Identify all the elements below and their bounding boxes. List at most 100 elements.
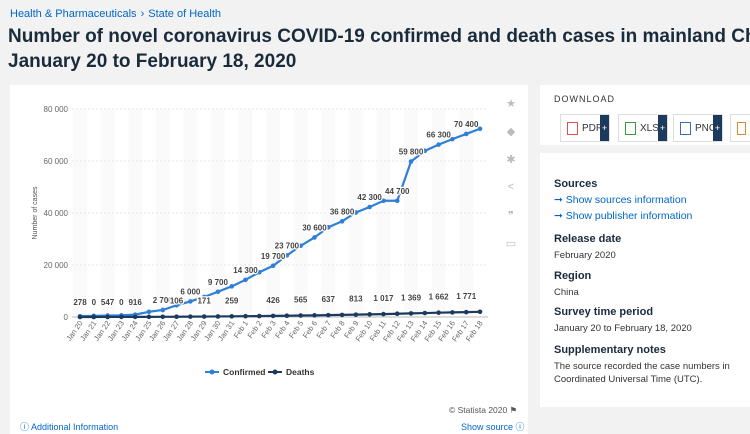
breadcrumb-item-state[interactable]: State of Health: [148, 8, 222, 20]
data-point-deaths: [146, 314, 152, 320]
data-point-confirmed: [353, 210, 359, 215]
show-publisher-link[interactable]: ➞ Show publisher information: [554, 210, 692, 222]
info-icon: ⓘ: [515, 422, 525, 432]
share-icon[interactable]: <: [500, 176, 522, 198]
additional-information-label: Additional Information: [31, 422, 119, 432]
data-point-deaths: [284, 313, 290, 319]
xls-label: XLS: [640, 122, 659, 134]
download-ppt-button[interactable]: [730, 114, 750, 142]
print-icon[interactable]: ▭: [500, 232, 522, 254]
data-point-confirmed: [174, 303, 179, 308]
data-label: 1 662: [429, 293, 450, 302]
data-point-confirmed: [477, 126, 483, 132]
data-point-deaths: [243, 313, 248, 319]
info-icon: ⓘ: [20, 422, 30, 432]
data-point-deaths: [394, 311, 400, 317]
data-point-deaths: [463, 309, 469, 315]
show-source-link[interactable]: Show source ⓘ: [461, 420, 525, 433]
additional-information-link[interactable]: ⓘ Additional Information: [20, 420, 118, 433]
copyright-text: © Statista 2020: [449, 405, 508, 415]
quote-icon[interactable]: ❞: [500, 204, 522, 226]
data-label: 14 300: [233, 266, 258, 275]
show-source-label: Show source: [461, 422, 514, 432]
data-point-deaths: [408, 311, 414, 316]
data-label: 547: [101, 298, 115, 307]
gear-icon[interactable]: ✱: [500, 148, 522, 170]
plus-icon: +: [658, 115, 667, 141]
legend-marker-confirmed: [209, 369, 215, 375]
arrow-right-icon: ➞: [554, 210, 563, 222]
data-point-deaths: [367, 312, 372, 317]
data-point-confirmed: [422, 148, 428, 154]
data-point-confirmed: [229, 284, 235, 289]
data-label: 813: [349, 295, 363, 304]
download-panel: DOWNLOAD PDF + XLS + PNG +: [540, 85, 750, 145]
data-point-deaths: [381, 311, 386, 317]
series-line-confirmed: [79, 127, 481, 318]
download-png-button[interactable]: PNG +: [673, 114, 723, 142]
plus-icon: +: [600, 115, 609, 141]
show-publisher-text: Show publisher information: [565, 210, 693, 222]
download-xls-button[interactable]: XLS +: [618, 114, 668, 142]
data-label: 426: [266, 296, 280, 305]
data-point-confirmed: [436, 142, 441, 147]
show-sources-link[interactable]: ➞ Show sources information: [554, 194, 687, 206]
data-label: 30 600: [302, 223, 327, 232]
y-tick-label: 0: [64, 313, 69, 322]
data-label: 42 300: [357, 193, 382, 202]
data-label: 36 800: [330, 207, 355, 216]
star-icon[interactable]: ★: [500, 92, 522, 114]
data-point-confirmed: [367, 204, 372, 210]
data-point-confirmed: [463, 131, 469, 137]
breadcrumb-item-health[interactable]: Health & Pharmaceuticals: [10, 8, 137, 20]
pdf-file-icon: [567, 121, 578, 135]
data-point-deaths: [312, 313, 317, 318]
y-axis-label: Number of cases: [32, 186, 39, 239]
info-panel: Sources ➞ Show sources information ➞ Sho…: [540, 153, 750, 407]
data-point-confirmed: [215, 289, 221, 295]
data-point-confirmed: [257, 269, 262, 275]
data-label: 259: [225, 296, 239, 305]
xls-file-icon: [625, 121, 636, 135]
data-point-deaths: [132, 314, 138, 320]
download-pdf-button[interactable]: PDF +: [560, 114, 610, 142]
data-point-deaths: [325, 312, 331, 318]
data-point-confirmed: [160, 307, 166, 313]
show-sources-text: Show sources information: [565, 194, 687, 206]
page-title-line-2: January 20 to February 18, 2020: [8, 51, 297, 72]
data-label: 1 771: [456, 292, 477, 301]
data-point-deaths: [477, 309, 483, 315]
grid-band: [404, 109, 418, 317]
legend-label-confirmed: Confirmed: [223, 367, 266, 377]
data-point-deaths: [160, 314, 166, 320]
data-point-deaths: [105, 314, 110, 320]
data-point-deaths: [257, 313, 262, 319]
data-point-confirmed: [243, 277, 248, 283]
release-date-value: February 2020: [554, 250, 616, 261]
data-label: 6 000: [180, 287, 201, 296]
survey-period-value: January 20 to February 18, 2020: [554, 323, 692, 334]
data-point-confirmed: [381, 198, 386, 204]
data-point-confirmed: [146, 309, 152, 315]
data-point-deaths: [215, 314, 221, 319]
data-label: 44 700: [385, 187, 410, 196]
data-point-deaths: [436, 310, 441, 315]
survey-period-label: Survey time period: [554, 306, 654, 318]
data-label: 171: [197, 297, 211, 306]
data-point-confirmed: [325, 225, 331, 230]
y-tick-label: 40 000: [44, 209, 69, 218]
data-point-confirmed: [284, 253, 290, 258]
plus-icon: +: [713, 115, 722, 141]
data-point-deaths: [77, 314, 83, 320]
data-label: 0: [92, 298, 97, 307]
legend-marker-deaths: [272, 369, 278, 375]
page-title-line-1: Number of novel coronavirus COVID-19 con…: [8, 26, 750, 47]
legend-label-deaths: Deaths: [286, 367, 315, 377]
data-point-deaths: [188, 314, 193, 319]
region-value: China: [554, 287, 579, 298]
data-point-deaths: [339, 312, 345, 318]
bell-icon[interactable]: ◆: [500, 120, 522, 142]
data-label: 2 700: [153, 296, 174, 305]
data-point-deaths: [229, 314, 235, 319]
